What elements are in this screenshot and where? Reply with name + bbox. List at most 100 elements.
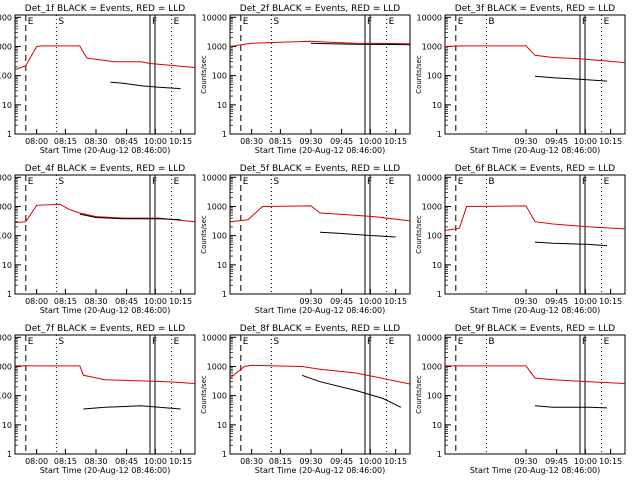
chart-panel-8: Det_8f BLACK = Events, RED = LLD 1 10 100 10… [200, 324, 411, 475]
y-tick-label: 10000 [417, 173, 442, 182]
series-line-lld [444, 45, 626, 64]
y-tick-label: 1000 [207, 202, 227, 211]
event-marker-label: E [28, 17, 34, 27]
series-line-lld [229, 364, 411, 385]
y-tick-label: 10 [432, 261, 442, 270]
x-tick-label: 08:45 [115, 137, 138, 146]
y-tick-label: 1 [437, 130, 442, 139]
x-tick-label: 10:00 [144, 137, 167, 146]
y-axis-label: Counts/sec [200, 55, 208, 94]
y-tick-label: 1 [222, 450, 227, 459]
y-tick-label: 1 [222, 290, 227, 299]
y-tick-label: 10000 [202, 333, 227, 342]
y-tick-label: 10 [2, 261, 12, 270]
chart-panel-3: Det_3f BLACK = Events, RED = LLD 1 10 100 10… [415, 4, 626, 155]
x-tick-label: 08:45 [115, 297, 138, 306]
y-tick-label: 1000 [422, 42, 442, 51]
event-marker-label: E [28, 337, 34, 347]
y-axis-label: Counts/sec [415, 375, 423, 414]
event-marker-label: E [174, 17, 180, 27]
event-marker-label: E [389, 17, 395, 27]
x-tick-label: 10:15 [384, 137, 407, 146]
chart-title: Det_1f BLACK = Events, RED = LLD [25, 4, 185, 14]
plot-frame [444, 14, 626, 135]
event-marker-label: F [367, 337, 372, 347]
x-axis-label: Start Time (20-Aug-12 08:46:00) [470, 306, 601, 315]
x-tick-label: 08:30 [240, 137, 263, 146]
event-marker-label: F [582, 17, 587, 27]
event-marker-label: B [488, 337, 494, 347]
y-tick-label: 10 [217, 101, 227, 110]
x-tick-label: 10:15 [384, 297, 407, 306]
x-tick-label: 08:15 [54, 297, 77, 306]
chart-title: Det_8f BLACK = Events, RED = LLD [240, 324, 400, 334]
y-tick-label: 10 [217, 261, 227, 270]
x-tick-label: 10:15 [599, 457, 622, 466]
y-axis-label: Counts/sec [200, 215, 208, 254]
y-tick-label: 10 [432, 421, 442, 430]
event-marker-label: E [458, 177, 464, 187]
x-tick-label: 10:00 [574, 457, 597, 466]
x-tick-label: 10:15 [599, 137, 622, 146]
y-tick-label: 1 [437, 450, 442, 459]
y-axis-label: Counts/sec [200, 375, 208, 414]
event-marker-label: F [582, 337, 587, 347]
plot-frame [229, 334, 411, 455]
event-marker-label: F [367, 17, 372, 27]
x-tick-label: 08:00 [25, 457, 48, 466]
y-tick-label: 100 [427, 392, 442, 401]
event-marker-label: E [174, 177, 180, 187]
y-tick-label: 10000 [417, 333, 442, 342]
chart-panel-9: Det_9f BLACK = Events, RED = LLD 1 10 100 10… [415, 324, 626, 475]
event-marker-label: E [28, 177, 34, 187]
x-tick-label: 09:30 [299, 297, 322, 306]
y-tick-label: 10 [217, 421, 227, 430]
y-tick-label: 1000 [422, 202, 442, 211]
y-tick-label: 100 [0, 72, 12, 81]
event-marker-label: E [604, 177, 610, 187]
series-line-lld [229, 40, 411, 47]
y-tick-label: 1000 [0, 202, 12, 211]
plot-frame [14, 14, 196, 135]
event-marker-label: S [273, 17, 279, 27]
y-tick-label: 10000 [0, 13, 12, 22]
series-line-lld [445, 365, 626, 384]
chart-title: Det_5f BLACK = Events, RED = LLD [240, 164, 400, 174]
x-tick-label: 10:15 [169, 297, 192, 306]
y-tick-label: 10 [2, 101, 12, 110]
y-tick-label: 10000 [202, 13, 227, 22]
x-tick-label: 08:30 [84, 297, 107, 306]
event-marker-label: S [58, 337, 64, 347]
event-marker-label: S [273, 337, 279, 347]
chart-panel-7: Det_7f BLACK = Events, RED = LLD 1 10 100 10… [0, 324, 196, 475]
y-tick-label: 1000 [207, 42, 227, 51]
chart-panel-6: Det_6f BLACK = Events, RED = LLD 1 10 100 10… [415, 164, 626, 315]
series-line-events [319, 231, 396, 238]
event-marker-label: F [582, 177, 587, 187]
x-tick-label: 08:30 [84, 457, 107, 466]
series-line-lld [229, 205, 411, 223]
x-tick-label: 10:15 [169, 457, 192, 466]
x-axis-label: Start Time (20-Aug-12 08:46:00) [255, 466, 386, 475]
y-tick-label: 100 [0, 392, 12, 401]
chart-title: Det_4f BLACK = Events, RED = LLD [25, 164, 185, 174]
y-tick-label: 10000 [417, 13, 442, 22]
x-tick-label: 10:00 [144, 457, 167, 466]
series-line-events [534, 75, 608, 82]
series-line-lld [14, 45, 196, 71]
x-tick-label: 10:00 [574, 137, 597, 146]
x-tick-label: 08:15 [269, 457, 292, 466]
x-tick-label: 10:00 [359, 457, 382, 466]
x-axis-label: Start Time (20-Aug-12 08:46:00) [40, 466, 171, 475]
event-marker-label: S [58, 177, 64, 187]
x-tick-label: 08:15 [269, 137, 292, 146]
series-line-lld [14, 203, 196, 224]
y-tick-label: 100 [427, 72, 442, 81]
event-marker-label: E [389, 337, 395, 347]
x-tick-label: 10:15 [599, 297, 622, 306]
series-line-events [534, 241, 608, 247]
event-marker-label: F [152, 337, 157, 347]
x-tick-label: 09:45 [545, 457, 568, 466]
x-tick-label: 08:15 [54, 137, 77, 146]
